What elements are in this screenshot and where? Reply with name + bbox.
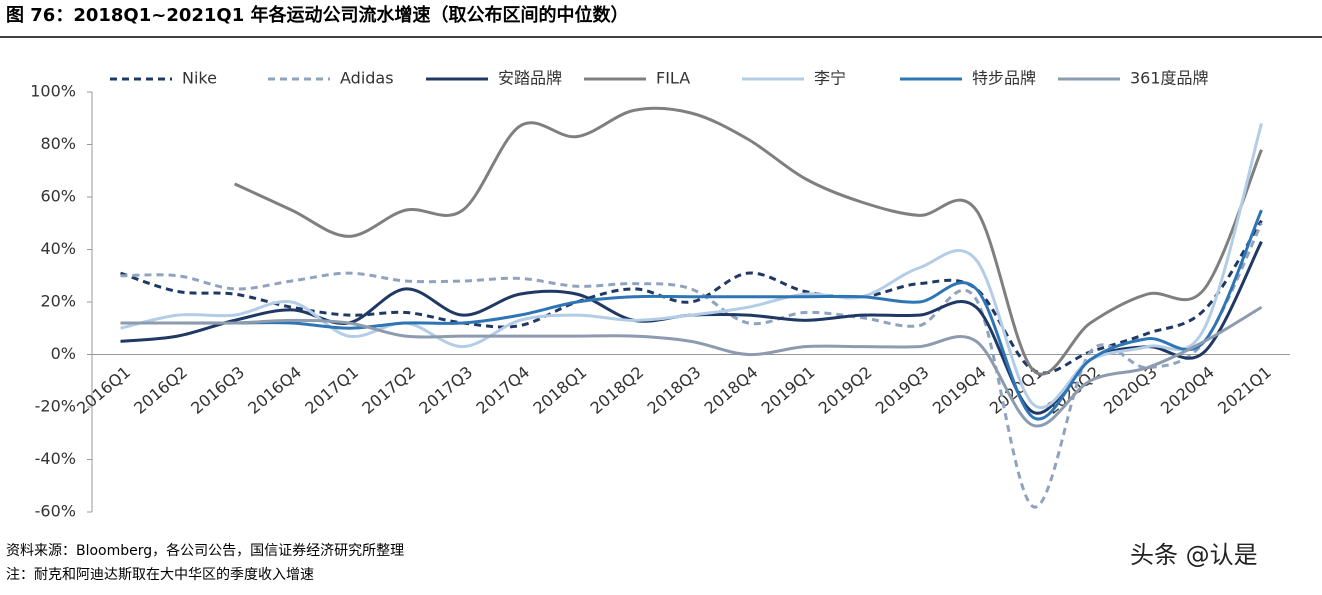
line-series <box>120 305 1263 428</box>
x-tick-label: 2016Q1 <box>73 362 134 417</box>
x-tick-label: 2019Q2 <box>815 362 876 417</box>
watermark: 头条 @认是 <box>1130 541 1258 569</box>
y-tick-label: 0% <box>51 344 76 363</box>
y-tick-label: 80% <box>40 134 76 153</box>
legend-label: Adidas <box>340 69 394 88</box>
y-tick-label: -40% <box>35 449 76 468</box>
legend-label: FILA <box>656 69 690 88</box>
x-tick-label: 2017Q4 <box>472 362 533 417</box>
x-tick-label: 2018Q4 <box>701 362 762 417</box>
x-tick-label: 2019Q3 <box>872 362 933 417</box>
x-tick-label: 2020Q4 <box>1157 362 1218 417</box>
x-tick-label: 2018Q3 <box>644 362 705 417</box>
title: 图 76：2018Q1~2021Q1 年各运动公司流水增速（取公布区间的中位数） <box>6 4 629 26</box>
x-tick-label: 2018Q1 <box>530 362 591 417</box>
line-series <box>120 209 1263 421</box>
legend-label: 李宁 <box>814 69 846 88</box>
y-tick-label: 60% <box>40 187 76 206</box>
legend-label: 安踏品牌 <box>498 69 562 88</box>
legend-label: 特步品牌 <box>972 69 1036 88</box>
y-tick-label: -20% <box>35 397 76 416</box>
x-tick-label: 2016Q2 <box>130 362 191 417</box>
y-tick-label: -60% <box>35 502 76 521</box>
x-tick-label: 2016Q3 <box>187 362 248 417</box>
line-series <box>233 106 1263 376</box>
y-tick-label: 100% <box>30 82 76 101</box>
x-tick-label: 2019Q4 <box>929 362 990 417</box>
x-tick-label: 2017Q2 <box>358 362 419 417</box>
legend-label: Nike <box>182 69 217 88</box>
x-tick-label: 2018Q2 <box>587 362 648 417</box>
x-tick-label: 2019Q1 <box>758 362 819 417</box>
note: 注：耐克和阿迪达斯取在大中华区的季度收入增速 <box>6 567 314 583</box>
x-tick-label: 2017Q1 <box>301 362 362 417</box>
y-tick-label: 40% <box>40 239 76 258</box>
y-tick-label: 20% <box>40 292 76 311</box>
legend-label: 361度品牌 <box>1130 69 1209 88</box>
x-tick-label: 2016Q4 <box>244 362 305 417</box>
line-series <box>120 222 1263 509</box>
x-tick-label: 2017Q3 <box>415 362 476 417</box>
x-tick-label: 2021Q1 <box>1214 362 1275 417</box>
note: 资料来源：Bloomberg，各公司公告，国信证券经济研究所整理 <box>6 543 404 559</box>
